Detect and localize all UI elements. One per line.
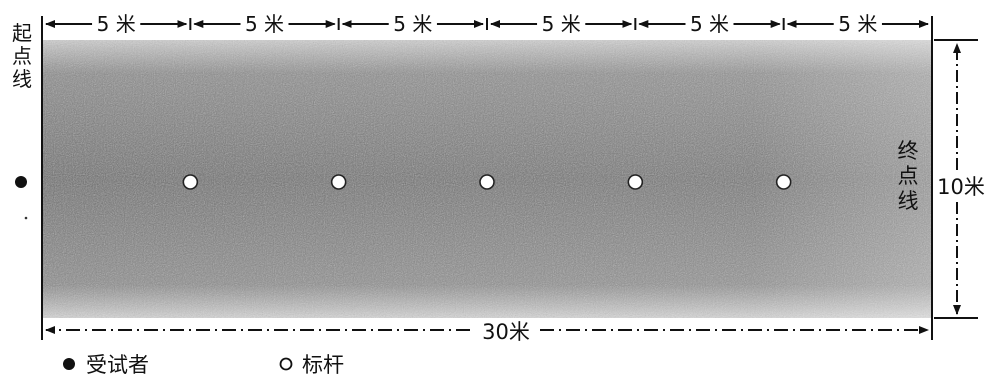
segment-dimension: 5 米	[193, 12, 336, 36]
length-label: 30米	[482, 320, 530, 344]
segment-label-bg	[240, 12, 289, 36]
segment-label: 5 米	[97, 12, 136, 36]
segment-label: 5 米	[245, 12, 284, 36]
segment-dimension: 5 米	[45, 12, 188, 36]
width-label: 10米	[937, 175, 985, 199]
legend-pole-icon	[279, 357, 293, 371]
start-line-char-1: 起	[12, 21, 32, 45]
width-label-bg	[934, 172, 990, 200]
pole-marker	[330, 174, 347, 190]
segment-dimension: 5 米	[786, 12, 929, 36]
segment-label-bg	[92, 12, 141, 36]
segment-dimension: 5 米	[341, 12, 484, 36]
segment-label: 5 米	[542, 12, 581, 36]
pole-marker	[182, 174, 199, 190]
top-dimension-line: 5 米 5 米 5 米 5 米 5 米 5 米	[45, 12, 929, 36]
speck	[24, 216, 28, 220]
start-line-char-2: 点	[12, 44, 32, 68]
length-dimension: 30米	[45, 318, 929, 344]
segment-label-bg	[537, 12, 586, 36]
end-line-char-3: 线	[898, 189, 919, 213]
end-line-char-1: 终	[898, 139, 919, 163]
segment-label-bg	[833, 12, 882, 36]
start-line-char-3: 线	[12, 67, 32, 91]
legend: 受试者 标杆	[63, 353, 344, 377]
segment-label: 5 米	[690, 12, 729, 36]
segment-label: 5 米	[838, 12, 877, 36]
poles	[182, 174, 792, 190]
subject-marker	[15, 176, 27, 188]
length-label-bg	[472, 318, 540, 344]
legend-pole-label: 标杆	[302, 353, 344, 377]
pole-marker	[775, 174, 792, 190]
start-line-label: 起 点 线	[12, 21, 32, 91]
pole-marker	[479, 174, 495, 190]
legend-subject-label: 受试者	[86, 353, 149, 377]
segment-label-bg	[685, 12, 734, 36]
segment-label: 5 米	[393, 12, 432, 36]
end-line-char-2: 点	[898, 164, 919, 188]
segment-dimension: 5 米	[638, 12, 781, 36]
pole-marker	[627, 174, 644, 190]
legend-subject-icon	[63, 358, 75, 370]
segment-label-bg	[388, 12, 437, 36]
width-dimension: 10米	[934, 39, 990, 319]
segment-dimension: 5 米	[490, 12, 633, 36]
end-line-label: 终 点 线	[898, 139, 919, 213]
